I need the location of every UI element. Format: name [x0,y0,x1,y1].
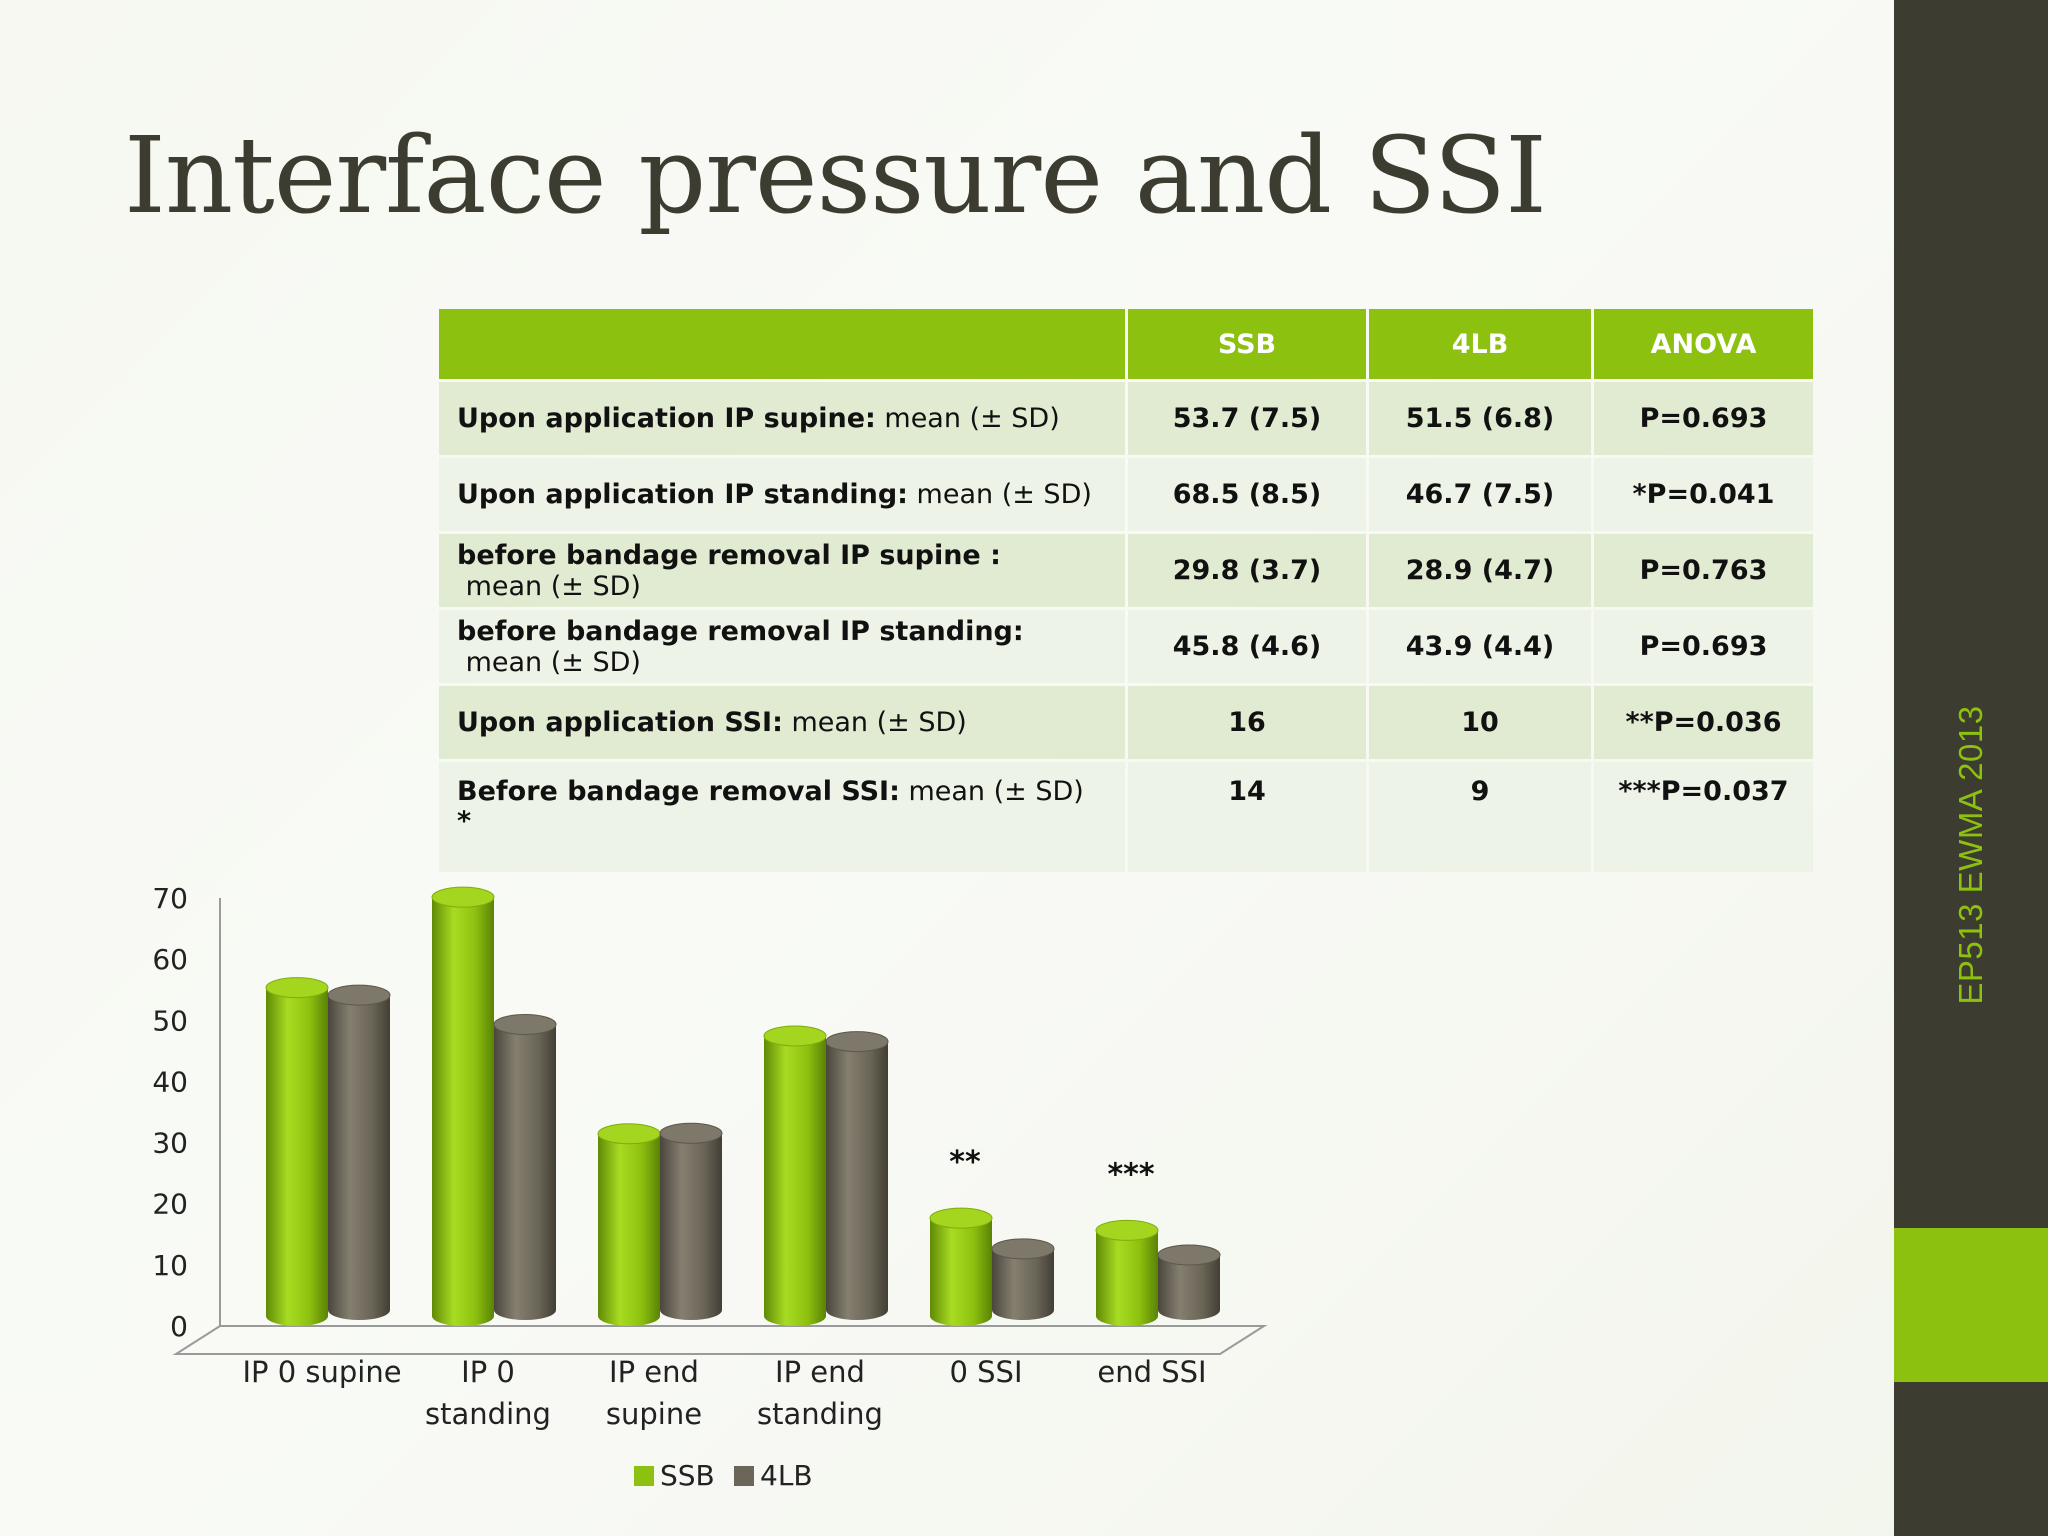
row-label-unit: mean (± SD) [782,707,967,738]
cell-ssb: 53.7 (7.5) [1128,382,1366,455]
cell-anova: *P=0.041 [1594,458,1813,531]
bar-ssb-5 [929,1207,993,1326]
chart-floor [172,1325,1268,1355]
significance-annotation: *** [1107,1157,1154,1192]
cell-anova: **P=0.036 [1594,686,1813,759]
row-label-bold: Upon application IP supine: [457,403,876,434]
cell-4lb: 43.9 (4.4) [1369,610,1591,683]
legend-label-4lb: 4LB [760,1459,813,1492]
row-label: Upon application IP supine: mean (± SD) [439,382,1125,455]
y-tick-label: 60 [152,943,188,976]
table-row: Upon application SSI: mean (± SD) 16 10 **P… [439,686,1813,759]
row-label-unit: mean (± SD) [907,479,1092,510]
cell-4lb: 51.5 (6.8) [1369,382,1591,455]
cell-ssb: 45.8 (4.6) [1128,610,1366,683]
row-label-bold: before bandage removal IP standing: [457,615,1024,647]
bar-4lb-4 [825,1031,889,1320]
cell-anova: P=0.693 [1594,382,1813,455]
bar-4lb-5 [991,1238,1055,1320]
row-label-bold: before bandage removal IP supine : [457,539,1001,571]
x-category-label: IP 0 supine [242,1355,401,1389]
legend-swatch-4lb [734,1466,754,1486]
slide-title: Interface pressure and SSI [124,114,1547,237]
y-tick-label: 20 [152,1188,188,1221]
sidebar-accent-block [1894,1228,2048,1382]
bar-chart: 0 10 20 30 40 50 60 70 IP 0 supine IP 0 standing IP… [152,882,1268,1492]
cell-4lb: 46.7 (7.5) [1369,458,1591,531]
bar-4lb-1 [327,984,391,1320]
table-body: Upon application IP supine: mean (± SD) 5… [439,382,1813,872]
header-cell-4lb: 4LB [1369,309,1591,379]
row-label-bold: Upon application IP standing: [457,479,908,510]
table-row: Upon application IP supine: mean (± SD) 5… [439,382,1813,455]
row-label-unit: mean (± SD) [457,646,641,678]
legend-swatch-ssb [634,1466,654,1486]
cell-ssb: 29.8 (3.7) [1128,534,1366,607]
row-label: Upon application IP standing: mean (± SD… [439,458,1125,531]
cell-anova: P=0.693 [1594,610,1813,683]
cell-4lb: 9 [1369,762,1591,872]
cell-ssb: 14 [1128,762,1366,872]
table-row: Before bandage removal SSI: mean (± SD) *… [439,762,1813,872]
bar-ssb-4 [763,1025,827,1326]
bar-ssb-3 [597,1123,661,1326]
table-row: Upon application IP standing: mean (± SD… [439,458,1813,531]
x-category-label: 0 SSI [949,1355,1022,1389]
legend-label-ssb: SSB [660,1459,715,1492]
row-label-unit: mean (± SD) [899,776,1084,807]
x-category-label: IP end supine [606,1355,702,1431]
y-tick-label: 40 [152,1065,188,1098]
table-row: before bandage removal IP supine : mean … [439,534,1813,607]
sidebar-label: EP513 EWMA 2013 [1952,705,1989,1005]
bar-ssb-6 [1095,1219,1159,1326]
y-tick-label: 30 [152,1127,188,1160]
table-row: before bandage removal IP standing: mean… [439,610,1813,683]
row-label: before bandage removal IP standing: mean… [439,610,1125,683]
row-label-unit: mean (± SD) [457,570,641,602]
row-label: before bandage removal IP supine : mean … [439,534,1125,607]
y-tick-label: 10 [152,1249,188,1282]
bar-4lb-6 [1157,1244,1221,1320]
x-category-label: IP end standing [757,1355,883,1431]
cell-ssb: 16 [1128,686,1366,759]
x-category-label: IP 0 standing [425,1355,551,1431]
cell-4lb: 10 [1369,686,1591,759]
header-cell-anova: ANOVA [1594,309,1813,379]
y-tick-label: 0 [170,1310,188,1343]
bar-ssb-1 [265,977,329,1326]
bar-ssb-2 [431,886,495,1326]
row-label-unit: mean (± SD) [875,403,1060,434]
cell-ssb: 68.5 (8.5) [1128,458,1366,531]
y-tick-label: 70 [152,882,188,915]
table-header-row: SSB 4LB ANOVA [439,309,1813,379]
row-label: Before bandage removal SSI: mean (± SD) * [439,762,1125,872]
row-label-bold: Before bandage removal SSI: [457,776,900,807]
cell-4lb: 28.9 (4.7) [1369,534,1591,607]
row-label: Upon application SSI: mean (± SD) [439,686,1125,759]
results-table: SSB 4LB ANOVA Upon application IP supine… [436,306,1816,875]
cell-anova: ***P=0.037 [1594,762,1813,872]
y-tick-label: 50 [152,1004,188,1037]
header-cell-ssb: SSB [1128,309,1366,379]
header-cell-blank [439,309,1125,379]
significance-annotation: ** [949,1145,981,1180]
bar-4lb-3 [659,1122,723,1320]
cell-anova: P=0.763 [1594,534,1813,607]
x-category-label: end SSI [1097,1355,1206,1389]
bar-4lb-2 [493,1013,557,1320]
row-label-bold: Upon application SSI: [457,707,783,738]
row-footnote-marker: * [457,806,472,837]
